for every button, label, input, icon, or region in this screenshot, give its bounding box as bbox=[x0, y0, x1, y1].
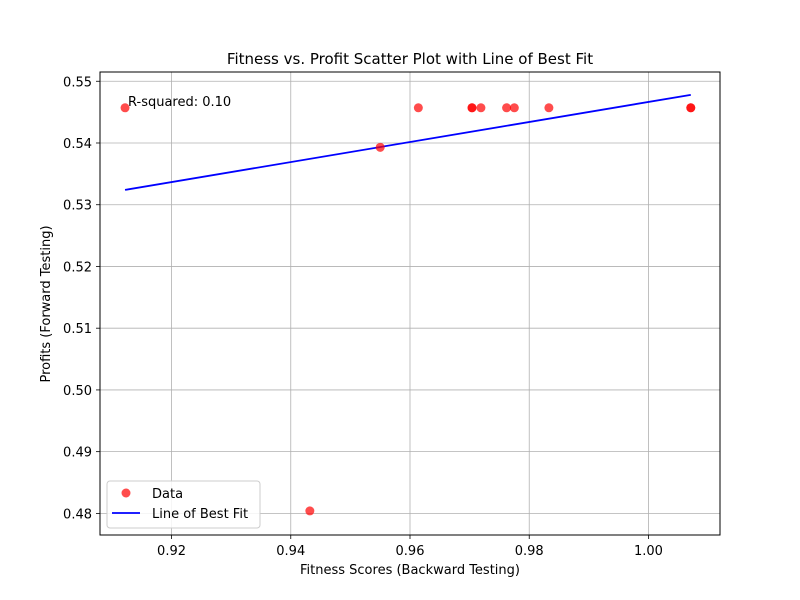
y-tick-label: 0.53 bbox=[63, 199, 92, 214]
data-point bbox=[375, 142, 385, 152]
x-tick-label: 0.96 bbox=[396, 544, 425, 559]
chart-title: Fitness vs. Profit Scatter Plot with Lin… bbox=[227, 50, 593, 68]
best-fit-line bbox=[124, 93, 691, 191]
legend-label-data: Data bbox=[152, 487, 183, 502]
r-squared-annotation: R-squared: 0.10 bbox=[128, 95, 231, 110]
data-point bbox=[305, 506, 315, 516]
x-tick-label: 0.92 bbox=[157, 544, 186, 559]
data-point bbox=[120, 103, 130, 113]
x-tick-label: 0.98 bbox=[515, 544, 544, 559]
data-point bbox=[686, 103, 696, 113]
data-point bbox=[476, 103, 486, 113]
y-tick-label: 0.49 bbox=[63, 446, 92, 461]
x-tick-label: 0.94 bbox=[276, 544, 305, 559]
data-point bbox=[544, 103, 554, 113]
y-axis-label: Profits (Forward Testing) bbox=[39, 225, 54, 382]
axis-ticks: 0.92 0.94 0.96 0.98 1.00 0.48 0.49 0.50 0.51 0.52… bbox=[63, 75, 663, 559]
y-tick-label: 0.50 bbox=[63, 384, 92, 399]
x-tick-label: 1.00 bbox=[634, 544, 663, 559]
legend-box bbox=[106, 480, 261, 529]
data-points bbox=[120, 103, 696, 516]
y-tick-label: 0.55 bbox=[63, 75, 92, 90]
x-axis-label: Fitness Scores (Backward Testing) bbox=[300, 563, 520, 578]
best-fit-line-layer bbox=[124, 93, 691, 191]
legend: Data Line of Best Fit bbox=[106, 480, 261, 529]
legend-label-best-fit: Line of Best Fit bbox=[152, 507, 248, 522]
data-point bbox=[509, 103, 519, 113]
y-tick-label: 0.48 bbox=[63, 507, 92, 522]
y-tick-label: 0.54 bbox=[63, 137, 92, 152]
y-tick-label: 0.51 bbox=[63, 322, 92, 337]
y-tick-label: 0.52 bbox=[63, 260, 92, 275]
legend-marker-data bbox=[121, 488, 131, 498]
data-point bbox=[467, 103, 477, 113]
data-point bbox=[502, 103, 512, 113]
data-point bbox=[413, 103, 423, 113]
